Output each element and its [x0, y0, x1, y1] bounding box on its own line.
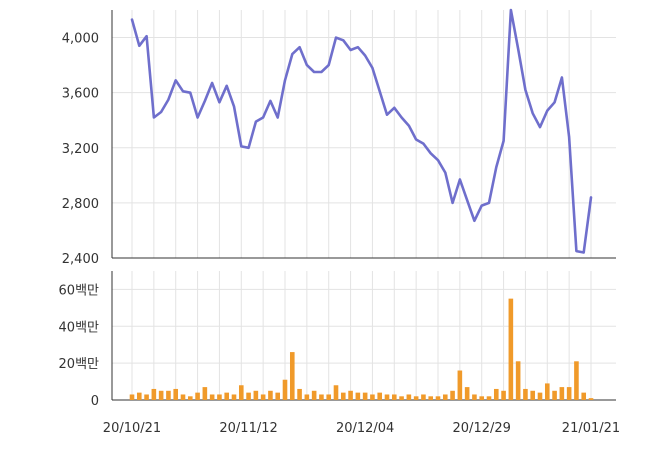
price-line	[130, 8, 593, 254]
volume-bar	[399, 396, 404, 400]
volume-ytick-label: 40백만	[59, 320, 100, 335]
volume-bar	[450, 390, 455, 400]
volume-bar	[348, 390, 353, 400]
volume-bar	[355, 392, 361, 400]
volume-bar	[435, 396, 441, 400]
volume-bar	[479, 396, 485, 400]
x-tick-label: 20/12/29	[453, 421, 511, 436]
x-tick-label: 20/11/12	[219, 421, 277, 436]
volume-bar	[406, 394, 412, 400]
volume-bar	[173, 388, 179, 400]
volume-bar	[209, 394, 215, 400]
volume-bar	[151, 388, 157, 400]
volume-bar	[231, 394, 237, 400]
volume-bar	[246, 392, 251, 400]
volume-bar	[253, 390, 259, 400]
volume-bar	[501, 390, 506, 400]
volume-bar	[588, 398, 594, 400]
volume-bar	[187, 396, 193, 400]
x-tick-label: 20/10/21	[103, 421, 161, 436]
volume-bar	[158, 390, 164, 400]
volume-ytick-label: 20백만	[59, 357, 100, 372]
volume-bar	[552, 390, 557, 400]
volume-bar	[574, 361, 579, 400]
volume-bar	[282, 379, 288, 400]
volume-bar	[457, 370, 463, 400]
x-tick-label: 21/01/21	[562, 421, 620, 436]
volume-bar	[340, 392, 346, 400]
volume-bar	[275, 392, 281, 400]
volume-bar	[202, 387, 208, 400]
volume-bar	[581, 392, 587, 400]
volume-bar	[559, 387, 565, 400]
volume-bar	[260, 394, 266, 400]
volume-bar	[508, 298, 514, 400]
volume-bar	[530, 390, 536, 400]
volume-bar	[304, 394, 310, 400]
volume-bar	[428, 396, 434, 400]
volume-bar	[486, 396, 492, 400]
price-ytick-label: 2,400	[62, 252, 99, 267]
volume-bar	[268, 390, 273, 400]
volume-bar	[362, 392, 368, 400]
volume-bar	[493, 388, 499, 400]
volume-bar	[464, 387, 470, 400]
volume-bar	[370, 394, 375, 400]
volume-bar	[166, 390, 171, 400]
volume-bar	[377, 392, 383, 400]
volume-bar	[180, 394, 186, 400]
volume-bar	[311, 390, 317, 400]
price-ytick-label: 3,200	[62, 142, 99, 157]
volume-bar	[537, 392, 543, 400]
volume-bar	[289, 352, 295, 400]
volume-bar	[515, 361, 521, 400]
volume-bar	[129, 394, 135, 400]
volume-bar	[413, 396, 419, 400]
volume-bar	[566, 387, 572, 400]
x-tick-label: 20/12/04	[336, 421, 394, 436]
volume-ytick-label: 0	[91, 394, 99, 409]
volume-bar	[217, 394, 222, 400]
volume-bar	[544, 383, 550, 400]
volume-bar	[421, 394, 426, 400]
volume-bar	[297, 388, 302, 400]
volume-bar	[523, 388, 528, 400]
volume-bar	[238, 385, 244, 400]
price-ytick-label: 2,800	[62, 197, 99, 212]
volume-bar	[195, 392, 200, 400]
volume-bar	[326, 394, 332, 400]
volume-bar	[136, 392, 142, 400]
volume-bar	[391, 394, 397, 400]
price-ytick-label: 4,000	[62, 32, 99, 47]
volume-bar	[144, 394, 149, 400]
volume-bar	[442, 394, 448, 400]
volume-bar	[224, 392, 230, 400]
volume-ytick-label: 60백만	[59, 283, 100, 298]
volume-bar	[384, 394, 390, 400]
volume-bar	[472, 394, 477, 400]
volume-bar	[333, 385, 339, 400]
volume-bar	[319, 394, 324, 400]
price-ytick-label: 3,600	[62, 87, 99, 102]
